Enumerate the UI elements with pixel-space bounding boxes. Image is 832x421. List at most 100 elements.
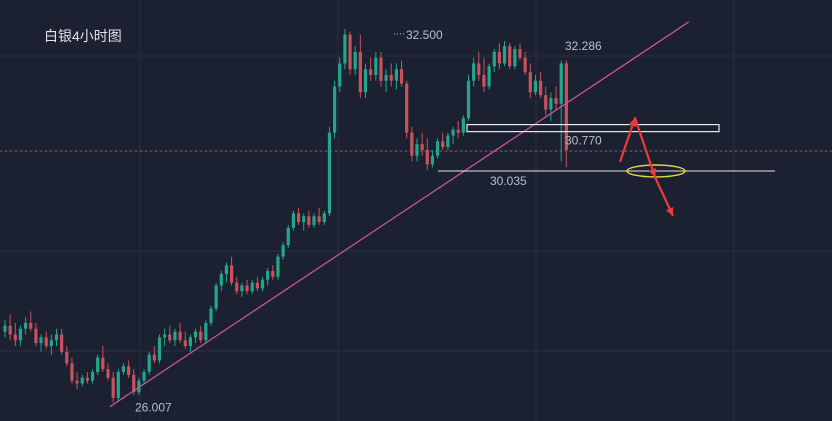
candle-body — [8, 325, 12, 335]
candle-body — [291, 213, 295, 228]
candle-body — [18, 328, 23, 341]
resistance-box — [466, 124, 720, 133]
candle-body — [209, 308, 213, 323]
candle-body — [559, 63, 563, 104]
candle-body — [157, 337, 162, 361]
candle-body — [39, 337, 43, 344]
candle-body — [54, 334, 59, 341]
candle-body — [394, 69, 398, 81]
candle-body — [374, 57, 378, 75]
candle-body — [29, 322, 33, 329]
candle-body — [296, 213, 301, 223]
candle-body — [508, 46, 512, 67]
candle-body — [420, 144, 424, 150]
candle-body — [544, 95, 548, 110]
candle-body — [219, 273, 223, 286]
rising-trendline — [109, 21, 690, 408]
candle-body — [399, 69, 404, 84]
low-label: 26.007 — [135, 400, 172, 414]
candle-body — [49, 340, 53, 347]
candle-body — [513, 49, 517, 67]
candle-body — [276, 256, 280, 277]
candle-body — [523, 57, 527, 73]
candle-body — [343, 34, 347, 64]
candle-body — [106, 369, 110, 378]
candle-body — [348, 34, 352, 70]
candle-body — [415, 144, 419, 156]
candle-body — [405, 83, 409, 133]
candle-body — [121, 366, 126, 372]
candle-body — [564, 63, 568, 150]
candle-body — [199, 331, 203, 341]
forecast-arrows — [618, 116, 674, 217]
candle-body — [70, 363, 74, 381]
arrow-head-target — [666, 207, 674, 216]
candle-body — [224, 265, 229, 274]
candle-body — [127, 366, 131, 375]
candle-body — [333, 86, 337, 133]
candle-body — [250, 282, 254, 292]
candle-body — [96, 357, 100, 372]
candle-body — [369, 69, 373, 75]
candle-body — [286, 227, 290, 246]
candle-body — [384, 74, 388, 81]
candle-body — [472, 63, 476, 81]
arrow-head-down — [648, 168, 657, 177]
resistance-label: 30.770 — [565, 134, 602, 148]
candle-body — [322, 213, 326, 223]
candle-body — [312, 216, 316, 225]
candle-body — [379, 57, 383, 81]
candle-body — [173, 331, 177, 341]
candle-body — [245, 285, 249, 292]
chart-title: 白银4小时图 — [44, 28, 122, 44]
candle-body — [317, 216, 321, 223]
candle-body — [353, 51, 357, 70]
candle-body — [466, 80, 471, 119]
candle-body — [230, 265, 234, 283]
candle-body — [137, 380, 141, 393]
candle-body — [152, 354, 156, 361]
candle-body — [502, 46, 507, 64]
candle-body — [482, 74, 486, 87]
candle-body — [147, 354, 151, 372]
candle-body — [60, 334, 64, 352]
candle-body — [80, 377, 84, 384]
candle-body — [497, 51, 501, 64]
candle-body — [281, 245, 285, 257]
candle-body — [389, 74, 393, 81]
arrow-head-up — [628, 118, 637, 127]
candle-body — [240, 285, 244, 292]
candle-body — [430, 155, 435, 165]
candle-body — [260, 279, 265, 289]
candle-body — [132, 374, 136, 393]
candle-body — [163, 334, 167, 338]
candle-body — [24, 322, 28, 329]
candle-body — [528, 72, 532, 93]
candle-body — [307, 216, 311, 225]
candle-body — [456, 129, 460, 133]
candle-body — [358, 51, 362, 93]
candle-body — [302, 216, 306, 223]
candle-body — [188, 337, 192, 347]
candle-body — [477, 63, 481, 75]
candle-body — [183, 340, 187, 347]
candle-body — [178, 331, 182, 341]
candle-body — [44, 337, 48, 347]
candle-body — [441, 141, 445, 148]
candle-body — [549, 98, 553, 110]
candle-body — [451, 129, 455, 136]
candle-body — [363, 69, 368, 93]
candle-body — [518, 49, 522, 58]
candle-body — [327, 132, 332, 214]
candle-body — [85, 377, 89, 381]
candle-body — [235, 282, 239, 292]
candle-body — [168, 334, 172, 341]
candle-body — [461, 118, 465, 133]
high-left-label: 32.500 — [406, 28, 443, 42]
candle-body — [410, 132, 414, 156]
candle-body — [492, 51, 496, 67]
candle-body — [255, 282, 259, 289]
